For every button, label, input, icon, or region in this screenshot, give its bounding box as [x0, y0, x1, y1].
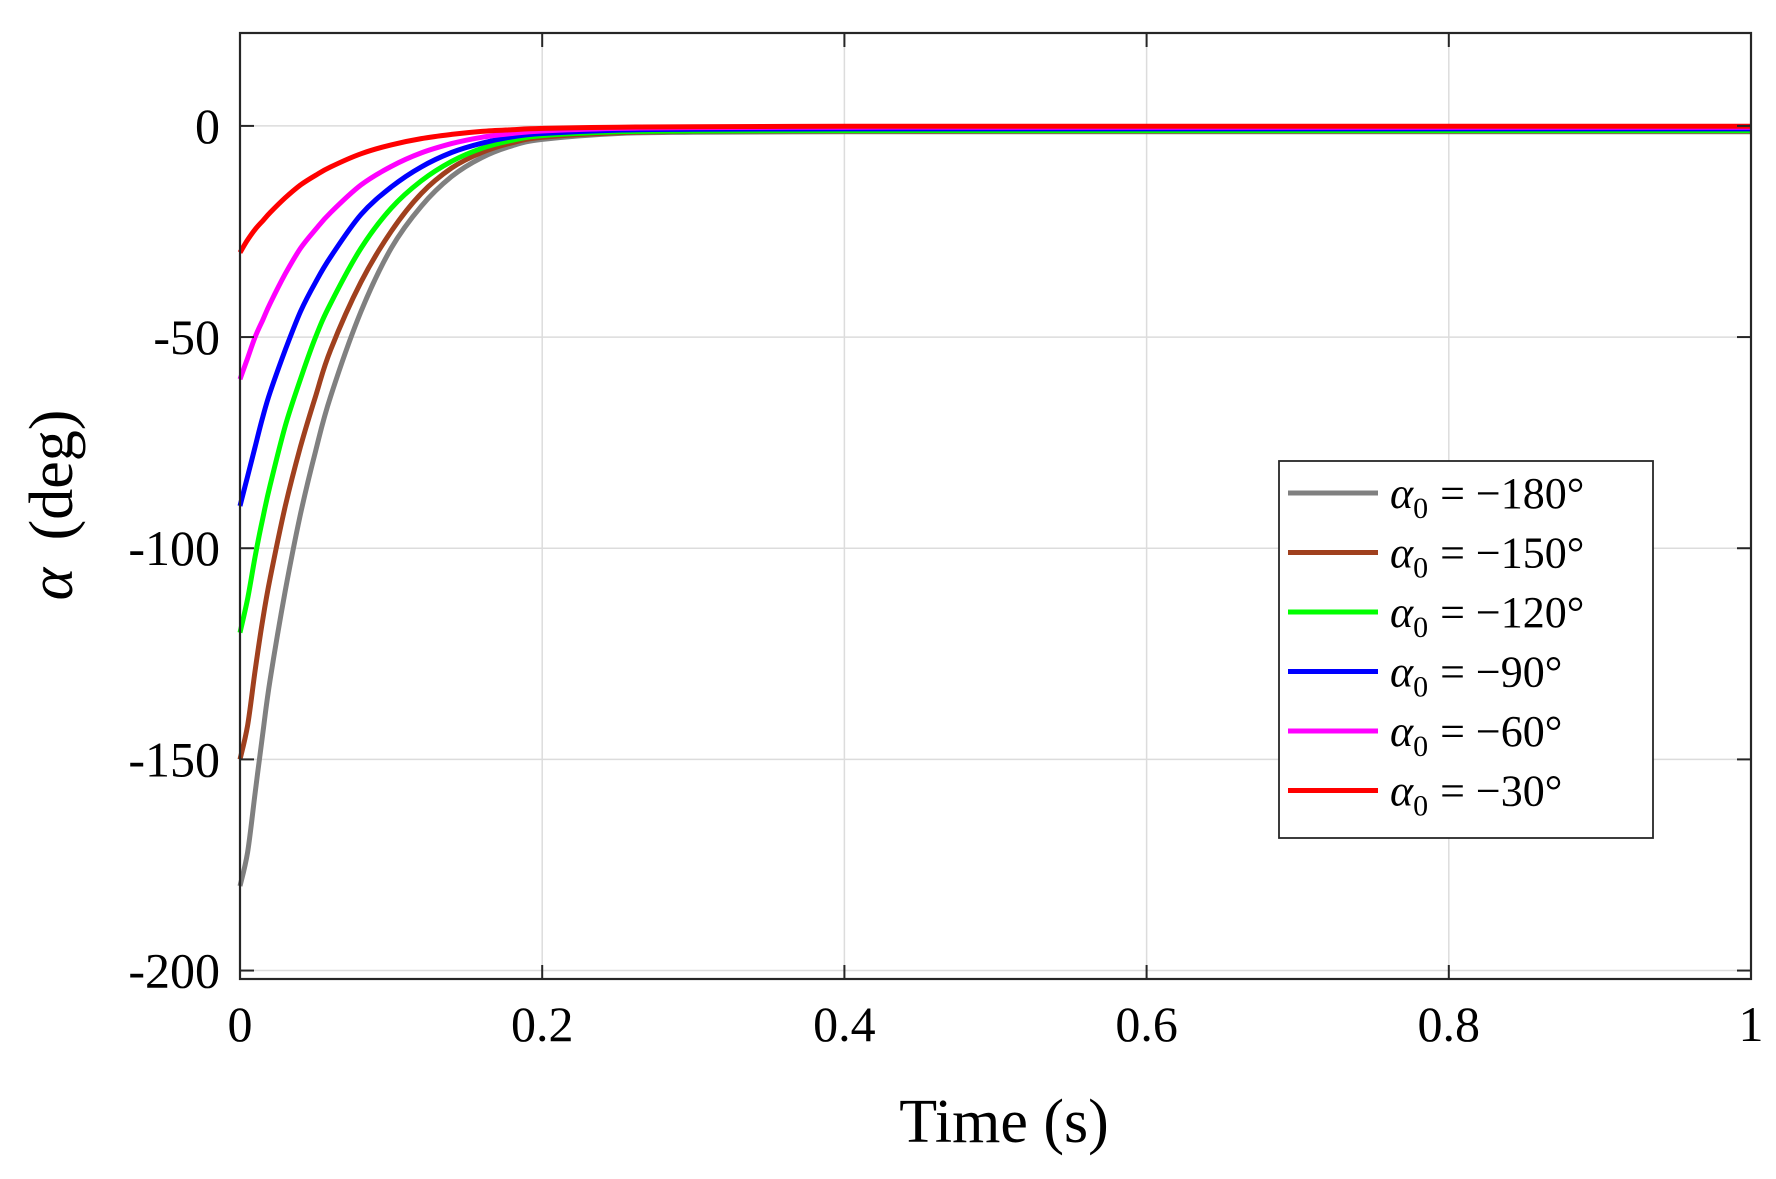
legend-label: α0 = −180°: [1390, 469, 1584, 525]
x-tick-label: 0: [228, 996, 253, 1052]
legend-label-subscript: 0: [1413, 671, 1428, 704]
x-tick-label: 0.2: [511, 996, 574, 1052]
y-axis-label-unit: (deg): [18, 410, 86, 541]
axis-ticks: [239, 33, 1752, 979]
plot-frame: [238, 31, 1753, 981]
y-tick-label: 0: [195, 98, 220, 154]
legend-label: α0 = −60°: [1390, 707, 1562, 763]
series-line: [237, 123, 1751, 254]
legend-label-symbol: α: [1390, 529, 1414, 578]
legend-label: α0 = −90°: [1390, 648, 1562, 704]
legend-label-symbol: α: [1390, 588, 1414, 637]
legend-label-symbol: α: [1390, 469, 1414, 518]
x-tick-label: 0.8: [1418, 996, 1481, 1052]
legend-label: α0 = −120°: [1390, 588, 1584, 644]
legend-label-symbol: α: [1390, 767, 1414, 816]
y-tick-label: -100: [128, 520, 220, 576]
legend-label: α0 = −150°: [1390, 529, 1584, 585]
legend-label-subscript: 0: [1413, 730, 1428, 763]
legend-label-subscript: 0: [1413, 790, 1428, 823]
series-lines: [237, 123, 1752, 887]
x-tick-label: 0.4: [813, 996, 876, 1052]
legend-box: [1278, 460, 1654, 839]
legend-label-subscript: 0: [1413, 492, 1428, 525]
legend-label-subscript: 0: [1413, 552, 1428, 585]
legend: α0 = −180°α0 = −150°α0 = −120°α0 = −90°α0 = −…: [1278, 460, 1654, 839]
tick-labels: 0 0.2 0.4 0.6 0.8 1 -200 -150 -100 -50 0: [128, 98, 1763, 1052]
legend-label: α0 = −30°: [1390, 767, 1562, 823]
y-axis-label-symbol: α: [18, 566, 86, 600]
x-tick-label: 1: [1739, 996, 1764, 1052]
x-tick-label: 0.6: [1115, 996, 1178, 1052]
y-axis-label: α (deg): [18, 410, 86, 601]
legend-label-value: = −90°: [1440, 648, 1562, 697]
legend-label-value: = −120°: [1440, 588, 1584, 637]
y-tick-label: -200: [128, 943, 220, 999]
legend-label-subscript: 0: [1413, 611, 1428, 644]
y-tick-label: -50: [153, 309, 220, 365]
legend-label-value: = −30°: [1440, 767, 1562, 816]
x-axis-label: Time (s): [899, 1088, 1109, 1156]
legend-label-value: = −60°: [1440, 707, 1562, 756]
legend-label-symbol: α: [1390, 648, 1414, 697]
legend-label-value: = −150°: [1440, 529, 1584, 578]
legend-label-value: = −180°: [1440, 469, 1584, 518]
y-tick-label: -150: [128, 731, 220, 787]
legend-label-symbol: α: [1390, 707, 1414, 756]
